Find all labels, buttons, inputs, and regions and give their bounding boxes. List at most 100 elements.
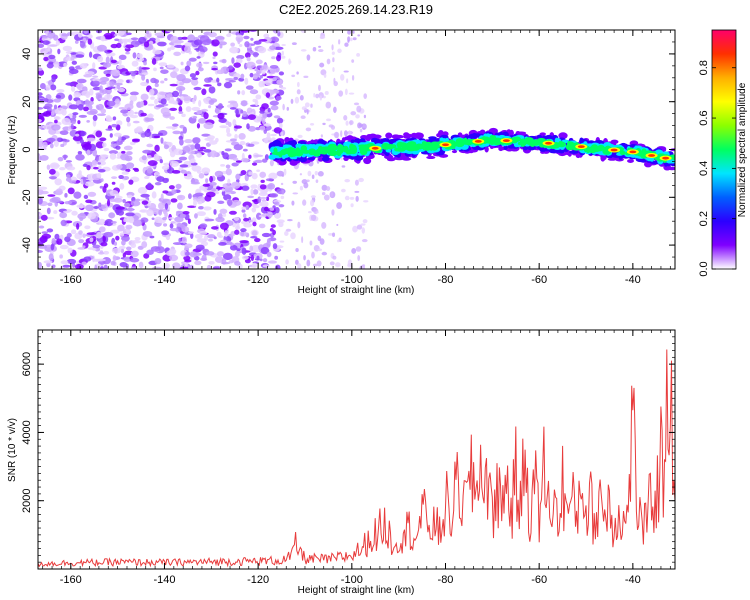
ridge-blob <box>337 144 344 150</box>
ridge-blob <box>391 134 400 140</box>
noise-blob <box>75 154 85 161</box>
noise-blob <box>51 196 61 203</box>
noise-blob <box>160 69 169 74</box>
noise-blob <box>56 88 65 93</box>
noise-blob <box>51 76 56 83</box>
noise-blob <box>154 181 162 186</box>
noise-blob <box>319 35 326 40</box>
noise-blob <box>140 81 148 87</box>
noise-blob <box>153 67 157 72</box>
noise-blob <box>70 52 77 55</box>
noise-blob <box>235 58 243 64</box>
noise-blob <box>182 145 191 153</box>
noise-blob <box>323 194 330 201</box>
y-tick-label: 2000 <box>21 488 33 512</box>
noise-blob <box>316 260 322 267</box>
noise-blob <box>349 196 355 200</box>
noise-blob <box>154 98 159 105</box>
noise-blob <box>114 209 122 214</box>
noise-blob <box>222 183 232 189</box>
noise-blob <box>281 50 285 56</box>
x-tick-label: -120 <box>247 574 269 586</box>
noise-blob <box>155 104 165 108</box>
noise-blob <box>162 177 169 184</box>
noise-blob <box>96 172 102 178</box>
noise-blob <box>204 77 212 83</box>
colorbar: 0.0 0.2 0.4 0.6 0.8 Normalized spectral ampl… <box>698 29 748 277</box>
noise-blob <box>212 51 218 57</box>
noise-blob <box>232 157 239 161</box>
ridge-blob <box>639 152 645 157</box>
noise-blob <box>181 236 187 244</box>
noise-blob <box>184 251 191 257</box>
noise-blob <box>222 213 227 217</box>
noise-blob <box>187 205 197 209</box>
noise-blob <box>207 234 216 239</box>
ridge-blob <box>363 135 372 140</box>
noise-blob <box>133 127 143 133</box>
noise-blob <box>83 194 89 200</box>
noise-blob <box>153 79 160 84</box>
ridge-blob <box>405 142 410 149</box>
ridge-blob <box>532 139 540 146</box>
noise-blob <box>222 152 229 160</box>
noise-blob <box>164 202 169 210</box>
noise-blob <box>262 264 270 268</box>
noise-blob <box>93 206 99 209</box>
noise-blob <box>221 258 227 265</box>
y-tick-label: 4000 <box>21 420 33 444</box>
noise-blob <box>355 195 359 202</box>
noise-blob <box>154 216 163 224</box>
noise-blob <box>356 105 362 113</box>
noise-blob <box>313 93 316 98</box>
noise-blob <box>102 62 112 68</box>
noise-blob <box>100 242 108 247</box>
noise-blob <box>169 160 180 168</box>
noise-blob <box>140 100 145 108</box>
noise-blob <box>96 258 106 262</box>
noise-blob <box>175 183 182 190</box>
x-tick-label: -140 <box>153 574 175 586</box>
noise-blob <box>250 188 254 196</box>
noise-blob <box>95 130 103 138</box>
noise-blob <box>196 62 203 68</box>
ridge-blob <box>507 144 516 149</box>
noise-blob <box>162 264 169 269</box>
noise-blob <box>361 123 367 130</box>
noise-blob <box>103 183 109 189</box>
noise-blob <box>92 114 98 122</box>
noise-blob <box>130 250 139 258</box>
noise-blob <box>197 50 205 58</box>
spectrogram-panel: -160 -140 -120 -100 -80 -60 -40 -40 -20 0 20 40 Hei… <box>7 29 676 296</box>
noise-blob <box>100 108 107 114</box>
noise-blob <box>199 46 208 53</box>
noise-blob <box>363 200 369 203</box>
noise-blob <box>236 34 243 38</box>
noise-blob <box>101 142 107 148</box>
noise-blob <box>263 36 272 44</box>
noise-blob <box>41 233 52 239</box>
noise-blob <box>233 62 241 68</box>
noise-blob <box>280 131 284 137</box>
noise-blob <box>172 123 179 127</box>
noise-blob <box>297 263 302 269</box>
noise-blob <box>196 56 201 59</box>
noise-blob <box>185 106 192 112</box>
noise-blob <box>99 185 104 189</box>
noise-blob <box>42 35 48 39</box>
noise-blob <box>270 133 277 137</box>
noise-blob <box>271 56 276 60</box>
noise-blob <box>221 188 225 192</box>
noise-blob <box>280 55 286 59</box>
noise-blob <box>118 245 126 250</box>
noise-blob <box>348 92 355 95</box>
noise-blob <box>230 181 241 189</box>
noise-blob <box>115 43 122 49</box>
noise-blob <box>258 223 266 229</box>
noise-blob <box>250 37 254 41</box>
noise-blob <box>280 195 285 200</box>
noise-blob <box>168 216 175 220</box>
noise-blob <box>131 239 141 244</box>
ridge-blob <box>438 129 444 137</box>
noise-blob <box>202 183 211 187</box>
